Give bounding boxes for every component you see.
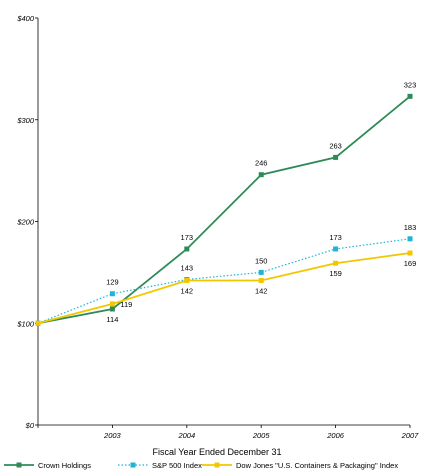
y-tick-label: $100 [16, 319, 35, 328]
y-tick-label: $200 [16, 218, 35, 227]
data-point-marker [407, 93, 413, 99]
data-label: 159 [329, 269, 342, 278]
y-axis-ticks: $0 $100 $200 $300 $400 [16, 14, 38, 430]
x-tick-label: 2003 [103, 431, 122, 440]
x-axis-title: Fiscal Year Ended December 31 [152, 447, 281, 457]
legend: Crown Holdings S&P 500 Index Dow Jones "U.… [4, 461, 398, 470]
data-point-marker [258, 269, 264, 275]
data-label: 323 [404, 80, 417, 89]
data-point-marker [184, 278, 190, 284]
legend-swatch-marker [130, 462, 136, 468]
legend-swatch-marker [214, 462, 220, 468]
x-tick-label: 2006 [326, 431, 345, 440]
x-axis-ticks: 2003 2004 2005 2006 2007 [37, 425, 420, 440]
data-point-marker [109, 291, 115, 297]
legend-label: Crown Holdings [38, 461, 91, 470]
data-point-marker [258, 278, 264, 284]
data-label: 143 [181, 263, 194, 272]
data-point-marker [35, 320, 41, 326]
data-label: 142 [255, 287, 268, 296]
data-label: 129 [106, 278, 119, 287]
data-label: 114 [106, 315, 118, 324]
series-line-2 [37, 252, 411, 325]
data-label: 142 [181, 287, 194, 296]
plot-area: $0$100$200$300$400 2003 2004 2005 2006 2007 … [16, 14, 419, 440]
data-label: 173 [181, 233, 194, 242]
y-tick-label: $300 [16, 116, 35, 125]
data-point-marker [407, 250, 413, 256]
x-tick-label: 2007 [401, 431, 420, 440]
y-tick-label: $0 [25, 421, 35, 430]
data-label: 246 [255, 159, 268, 168]
legend-swatch-marker [16, 462, 22, 468]
data-label: 263 [329, 141, 342, 150]
data-point-marker [184, 246, 190, 252]
data-point-marker [333, 154, 339, 160]
data-label: 183 [404, 223, 417, 232]
data-point-marker [258, 172, 264, 178]
data-point-marker [109, 306, 115, 312]
legend-label: Dow Jones "U.S. Containers & Packaging" … [236, 461, 398, 470]
x-tick-label: 2005 [252, 431, 271, 440]
data-point-marker [333, 246, 339, 252]
data-point-marker [333, 260, 339, 266]
series-group [35, 93, 413, 326]
data-point-marker [109, 301, 115, 307]
series-line-1 [37, 238, 411, 324]
data-label: 173 [329, 233, 342, 242]
y-tick-label: $400 [16, 14, 35, 23]
series-line-0 [37, 95, 411, 325]
data-point-marker [407, 236, 413, 242]
x-tick-label: 2004 [177, 431, 195, 440]
legend-label: S&P 500 Index [152, 461, 202, 470]
data-labels: 114 173 246 263 323 129 143 150 173 183 119 142 142 1… [106, 80, 416, 324]
data-label: 119 [120, 300, 132, 309]
data-label: 169 [404, 259, 417, 268]
data-label: 150 [255, 256, 268, 265]
